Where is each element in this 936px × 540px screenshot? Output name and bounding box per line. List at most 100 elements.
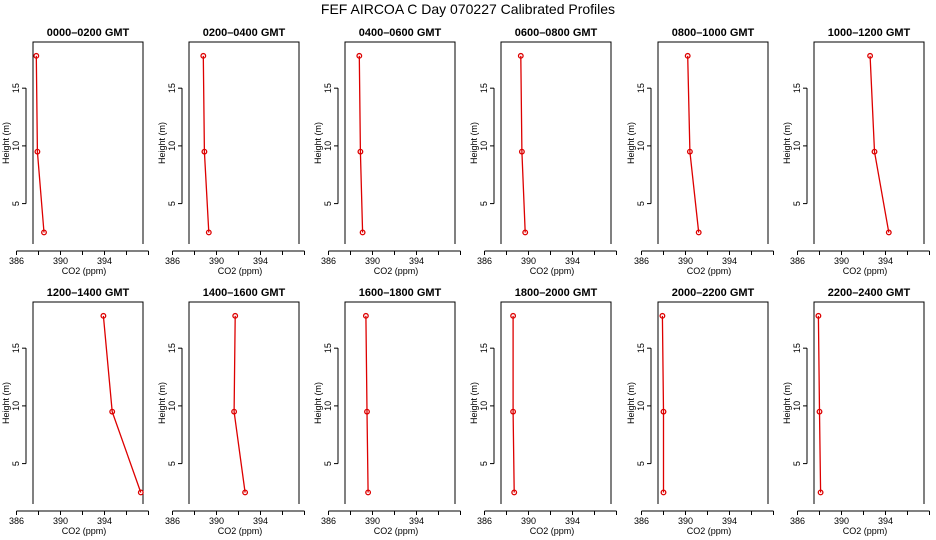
y-axis-label: Height (m) [1,382,11,424]
plot-frame [344,41,456,244]
profile-point [517,52,524,59]
y-tick-label: 5 [323,201,333,206]
panel-title: 0000–0200 GMT [47,27,130,39]
plot-frame [813,41,925,244]
x-tick-label: 390 [365,516,380,526]
profile-point [357,148,364,155]
x-axis-label: CO2 (ppm) [374,526,419,536]
y-tick-label: 15 [792,343,802,353]
y-tick-label: 10 [11,401,21,411]
profile-point [660,408,667,415]
y-axis-label: Height (m) [469,382,479,424]
x-tick-label: 390 [521,516,536,526]
profile-point [34,148,41,155]
profile-point [362,312,369,319]
profile-point [200,52,207,59]
plot-frame [32,301,144,504]
x-tick-label: 390 [53,256,68,266]
plot-frame [188,41,300,244]
x-tick-label: 390 [834,516,849,526]
x-tick-label: 390 [678,516,693,526]
y-tick-label: 10 [323,141,333,151]
profile-point [511,489,518,496]
panel-title: 0800–1000 GMT [672,27,755,39]
profile-point [137,489,144,496]
panel-title: 2000–2200 GMT [672,287,755,299]
y-tick-label: 15 [167,343,177,353]
x-tick-label: 394 [878,516,893,526]
y-axis-label: Height (m) [469,122,479,164]
profile-point [522,229,529,236]
y-tick-label: 5 [792,461,802,466]
profile-line [687,55,700,233]
profile-line [817,315,822,493]
x-axis-label: CO2 (ppm) [62,266,107,276]
x-axis-label: CO2 (ppm) [687,266,732,276]
y-tick-label: 15 [167,83,177,93]
y-axis-label: Height (m) [313,122,323,164]
profile-line [102,315,142,493]
x-axis-label: CO2 (ppm) [843,526,888,536]
panel-title: 2200–2400 GMT [828,287,911,299]
profile-point [364,408,370,415]
x-axis-label: CO2 (ppm) [843,266,888,276]
profile-line [365,315,369,493]
panel-title: 0400–0600 GMT [359,27,442,39]
y-tick-label: 10 [11,141,21,151]
y-tick-label: 15 [479,83,489,93]
y-tick-label: 15 [479,343,489,353]
y-tick-label: 10 [792,401,802,411]
x-tick-label: 386 [9,516,24,526]
y-tick-label: 5 [167,461,177,466]
x-tick-label: 390 [53,516,68,526]
plot-frame [500,301,612,504]
plot-frame [657,301,769,504]
x-tick-label: 394 [878,256,893,266]
y-tick-label: 5 [323,461,333,466]
plot-frame [500,41,612,244]
plot-frame [657,41,769,244]
panel-title: 1600–1800 GMT [359,287,442,299]
x-tick-label: 394 [409,256,424,266]
y-axis-label: Height (m) [626,122,636,164]
panel-title: 1800–2000 GMT [515,287,598,299]
x-tick-label: 386 [634,516,649,526]
profile-point [359,229,366,236]
y-tick-label: 10 [167,141,177,151]
x-tick-label: 386 [165,516,180,526]
plot-frame [813,301,925,504]
y-tick-label: 5 [479,201,489,206]
y-tick-label: 10 [167,401,177,411]
x-tick-label: 394 [565,516,580,526]
y-axis-label: Height (m) [157,382,167,424]
y-tick-label: 10 [636,401,646,411]
y-tick-label: 10 [323,401,333,411]
y-tick-label: 15 [11,83,21,93]
x-tick-label: 390 [834,256,849,266]
profile-line [512,315,515,493]
x-axis-label: CO2 (ppm) [374,266,419,276]
profile-point [232,312,239,319]
y-axis-label: Height (m) [782,382,792,424]
y-tick-label: 15 [792,83,802,93]
y-tick-label: 10 [479,401,489,411]
profile-line [233,315,246,493]
profile-point [510,408,517,415]
x-tick-label: 386 [790,516,805,526]
y-tick-label: 15 [636,83,646,93]
x-tick-label: 390 [521,256,536,266]
profile-point [867,52,874,59]
panel-title: 0200–0400 GMT [203,27,286,39]
y-tick-label: 5 [167,201,177,206]
profile-point [365,489,372,496]
profile-point [109,408,116,415]
y-tick-label: 5 [792,201,802,206]
y-tick-label: 5 [11,201,21,206]
profile-point [686,148,693,155]
profile-point [871,148,878,155]
